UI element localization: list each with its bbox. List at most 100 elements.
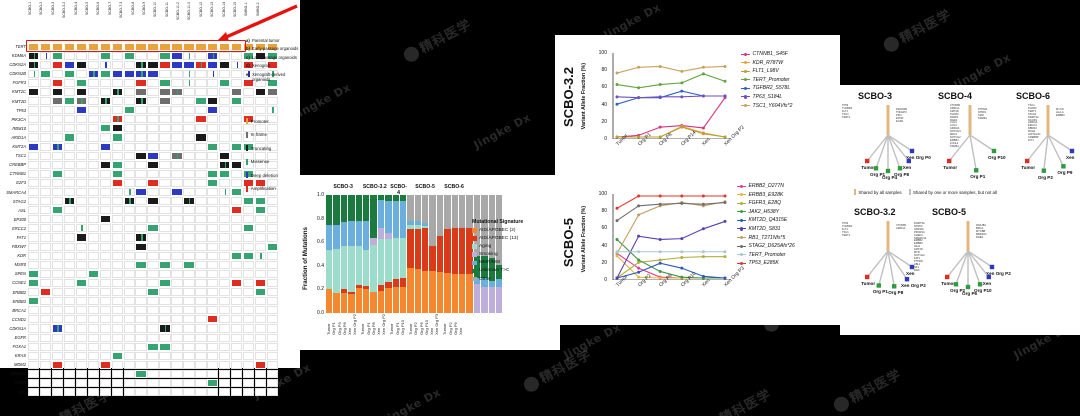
oncoprint-alteration bbox=[172, 189, 182, 196]
bar-segment bbox=[488, 287, 495, 313]
oncoprint-cell bbox=[111, 133, 123, 142]
oncoprint-cell bbox=[230, 97, 243, 106]
oncoprint-alteration bbox=[184, 61, 194, 68]
bar-group bbox=[429, 195, 473, 313]
tree-branch-genes: PTPN11 NTRK1 SMO KDM6A bbox=[978, 108, 988, 120]
oncoprint-cell bbox=[75, 333, 88, 342]
oncoprint-cell bbox=[183, 288, 195, 297]
vaf-data-point bbox=[615, 219, 619, 223]
legend-swatch bbox=[472, 236, 477, 241]
oncoprint-gene-label: SMARCA4 bbox=[6, 189, 26, 195]
oncoprint-alteration bbox=[176, 88, 179, 96]
oncoprint-row: EP300 bbox=[14, 215, 279, 224]
oncoprint-alteration bbox=[148, 198, 158, 205]
oncoprint-cell bbox=[39, 324, 52, 333]
oncoprint-cell bbox=[266, 369, 279, 378]
oncoprint-cell bbox=[63, 369, 76, 378]
oncoprint-cell bbox=[219, 324, 231, 333]
oncoprint-alteration bbox=[243, 116, 254, 123]
oncoprint-cell bbox=[230, 324, 243, 333]
oncoprint-cell bbox=[254, 160, 267, 169]
oncoprint-cell bbox=[195, 306, 207, 315]
vaf-legend-item: KMT2D_S831 bbox=[737, 226, 795, 232]
oncoprint-cell bbox=[171, 369, 183, 378]
oncoprint-cell bbox=[63, 333, 76, 342]
oncoprint-row: NFE2L2 bbox=[11, 369, 279, 378]
oncoprint-cell bbox=[135, 151, 147, 160]
oncoprint-cell bbox=[159, 51, 171, 60]
oncoprint-cell bbox=[123, 69, 135, 78]
oncoprint-cell bbox=[51, 60, 64, 69]
oncoprint-cell bbox=[63, 197, 76, 206]
oncoprint-cell bbox=[111, 324, 123, 333]
oncoprint-row: CTNNB1 bbox=[10, 169, 279, 178]
oncoprint-gene-label: CCNE1 bbox=[12, 280, 26, 286]
vaf-legend-item: TSC1_Y604Vfs*2 bbox=[741, 103, 792, 109]
oncoprint-cell bbox=[159, 388, 171, 397]
legend-dot bbox=[740, 218, 744, 223]
oncoprint-alteration bbox=[248, 225, 250, 232]
oncoprint-cell bbox=[266, 78, 279, 87]
vaf5-y-ticks: 0 20 40 60 80 100 bbox=[591, 191, 609, 283]
bar-segment bbox=[333, 292, 340, 313]
oncoprint-alteration bbox=[112, 125, 122, 132]
oncoprint-cell bbox=[99, 278, 112, 288]
legend-marker bbox=[741, 86, 750, 91]
oncoprint-cell bbox=[195, 115, 207, 124]
oncoprint-alteration bbox=[148, 161, 158, 168]
vaf-legend-item: TERT_Promoter bbox=[741, 77, 792, 83]
bar-segment bbox=[407, 195, 414, 221]
oncoprint-cell bbox=[159, 160, 171, 169]
legend-label: CTNNB1_S45F bbox=[752, 51, 788, 57]
oncoprint-cell bbox=[39, 133, 52, 142]
oncoprint-cell bbox=[123, 288, 135, 297]
oncoprint-cell bbox=[219, 78, 231, 87]
oncoprint-cell bbox=[111, 378, 123, 388]
oncoprint-cell bbox=[135, 106, 147, 115]
oncoprint-cell bbox=[230, 342, 243, 351]
oncoprint-cell bbox=[75, 42, 88, 51]
oncoprint-cell bbox=[123, 351, 135, 360]
oncoprint-alteration bbox=[267, 52, 278, 59]
signature-legend-item: Smoking bbox=[472, 252, 523, 257]
oncoprint-gene-label: TSC1 bbox=[15, 153, 26, 159]
oncoprint-cell bbox=[230, 42, 243, 51]
oncoprint-cell bbox=[111, 306, 123, 315]
oncoprint-alteration bbox=[136, 152, 146, 159]
oncoprint-cell bbox=[63, 60, 76, 69]
tree-branch bbox=[1047, 134, 1073, 152]
tree-node-label: Xen bbox=[902, 165, 912, 170]
oncoprint-alteration bbox=[255, 88, 266, 96]
oncoprint-cell bbox=[171, 124, 183, 133]
oncoprint-cell bbox=[242, 178, 255, 187]
vaf32-y-ticks: 0 20 40 60 80 100 bbox=[591, 50, 609, 142]
oncoprint-alteration bbox=[272, 107, 274, 114]
oncoprint-alteration bbox=[255, 289, 266, 296]
oncoprint-cell bbox=[183, 351, 195, 360]
bar-segment bbox=[340, 289, 348, 293]
oncoprint-row: PIK3CA bbox=[11, 115, 279, 124]
oncoprint-cell bbox=[171, 206, 183, 215]
oncoprint-gene-label: KMT2C bbox=[12, 89, 26, 95]
oncoprint-cell bbox=[75, 306, 88, 315]
oncoprint-alteration-legend-item: Missense bbox=[246, 158, 300, 165]
oncoprint-cell bbox=[99, 369, 112, 378]
oncoprint-cell bbox=[266, 269, 279, 278]
bar-segment bbox=[481, 256, 488, 278]
oncoprint-alteration bbox=[220, 79, 230, 86]
oncoprint-cell bbox=[195, 360, 207, 369]
oncoprint-row: ERCC2 bbox=[12, 224, 279, 233]
oncoprint-row: TERT bbox=[15, 42, 279, 51]
vaf-y-tick: 0 bbox=[604, 136, 607, 142]
oncoprint-cell bbox=[87, 188, 100, 197]
vaf-y-tick: 60 bbox=[601, 225, 607, 232]
oncoprint-cell bbox=[87, 342, 100, 351]
oncoprint-cell bbox=[87, 324, 100, 333]
oncoprint-column-label: SCBO-2 bbox=[39, 2, 44, 16]
oncoprint-cell bbox=[230, 133, 243, 142]
oncoprint-cell bbox=[242, 333, 255, 342]
oncoprint-cell bbox=[147, 315, 159, 324]
oncoprint-cell bbox=[75, 351, 88, 360]
bar-segment bbox=[348, 294, 355, 313]
oncoprint-cell bbox=[39, 106, 52, 115]
